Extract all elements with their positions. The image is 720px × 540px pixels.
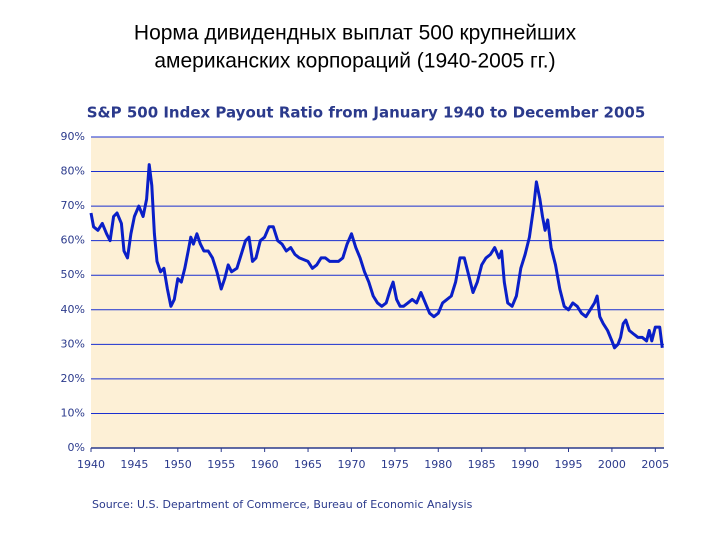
x-tick-label: 1990 (511, 458, 539, 471)
y-tick-label: 0% (68, 441, 85, 454)
source: Source: U.S. Department of Commerce, Bur… (92, 498, 473, 511)
x-tick-label: 1965 (294, 458, 322, 471)
x-tick-label: 1940 (77, 458, 105, 471)
y-tick-label: 30% (61, 337, 85, 350)
plot-area (91, 137, 664, 448)
x-tick-label: 1960 (251, 458, 279, 471)
x-tick-label: 1970 (337, 458, 365, 471)
slide-title: американских корпораций (1940-2005 гг.) (154, 50, 555, 73)
x-tick-label: 2005 (641, 458, 669, 471)
slide-title: Норма дивидендных выплат 500 крупнейших (134, 22, 577, 45)
y-tick-label: 50% (61, 268, 85, 281)
line-series (89, 163, 664, 350)
chart-title: S&P 500 Index Payout Ratio from January … (87, 104, 646, 122)
x-tick-label: 1980 (424, 458, 452, 471)
x-tick-label: 1950 (164, 458, 192, 471)
y-tick-label: 90% (61, 130, 85, 143)
y-tick-label: 60% (61, 234, 85, 247)
y-tick-label: 80% (61, 165, 85, 178)
x-tick-label: 1955 (207, 458, 235, 471)
y-tick-label: 40% (61, 303, 85, 316)
y-tick-label: 20% (61, 372, 85, 385)
x-tick-label: 1985 (468, 458, 496, 471)
y-tick-label: 10% (61, 406, 85, 419)
y-tick-label: 70% (61, 199, 85, 212)
x-tick-label: 1945 (120, 458, 148, 471)
x-tick-label: 1975 (381, 458, 409, 471)
x-tick-label: 1995 (555, 458, 583, 471)
x-tick-label: 2000 (598, 458, 626, 471)
